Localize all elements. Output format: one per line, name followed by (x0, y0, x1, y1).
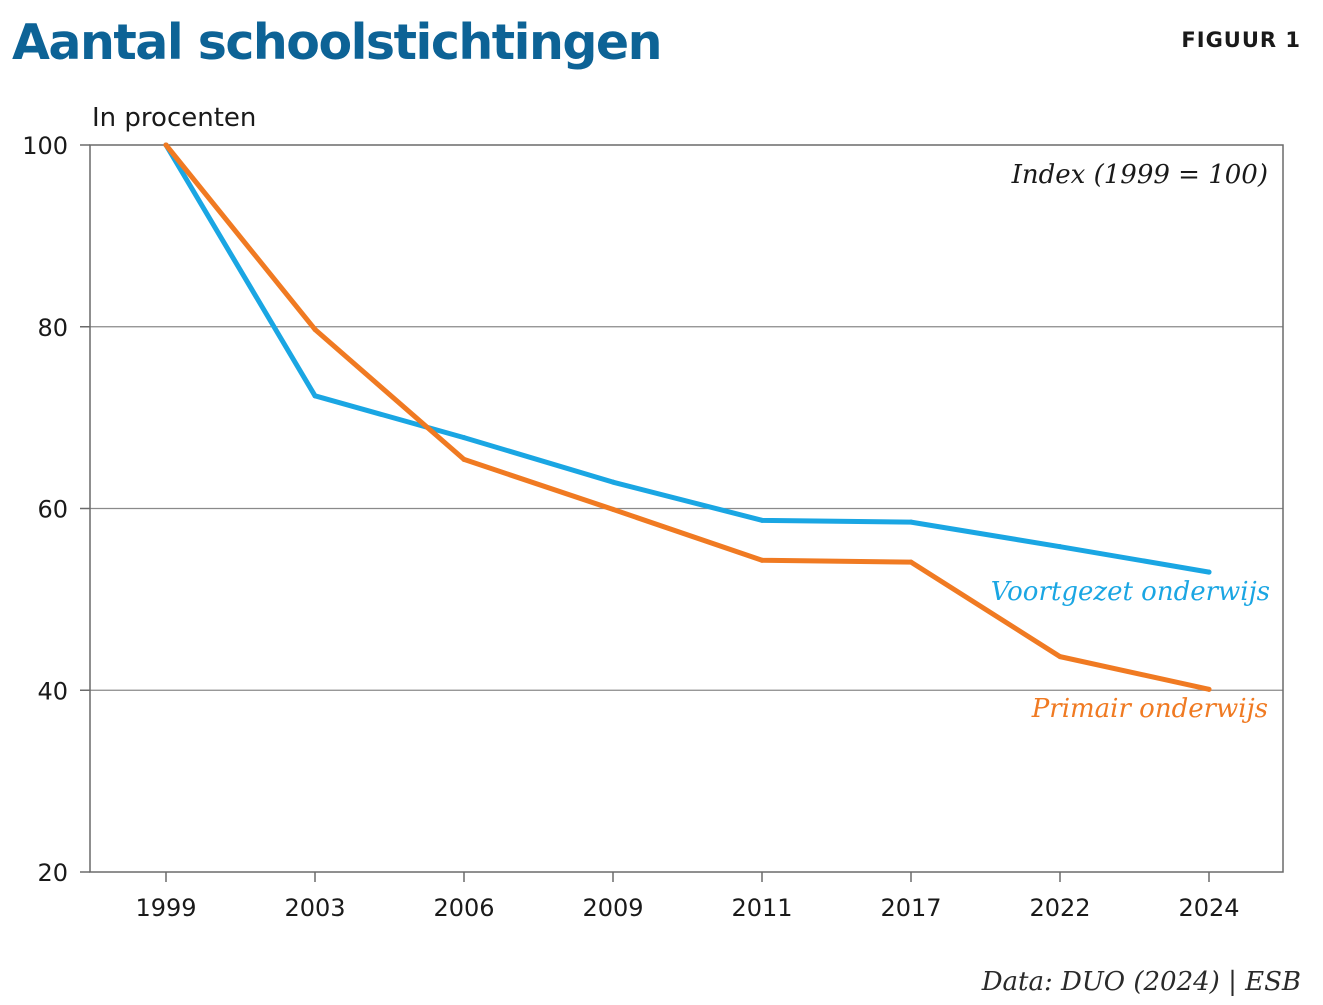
x-tick-label-2024: 2024 (1178, 894, 1239, 922)
data-point-voortgezet-onderwijs-2017 (908, 519, 914, 525)
series-line-primair-onderwijs (163, 142, 1212, 692)
series-lines (163, 142, 1212, 692)
chart-title: Aantal schoolstichtingen (12, 14, 663, 71)
source-note: Data: DUO (2024) | ESB (981, 967, 1301, 997)
data-point-voortgezet-onderwijs-2006 (461, 435, 467, 441)
data-point-primair-onderwijs-2022 (1057, 654, 1063, 660)
x-tick-label-2011: 2011 (731, 894, 792, 922)
data-point-voortgezet-onderwijs-2009 (610, 479, 616, 485)
data-point-primair-onderwijs-2003 (312, 326, 318, 332)
data-point-primair-onderwijs-1999 (163, 142, 169, 148)
data-point-primair-onderwijs-2024 (1206, 686, 1212, 692)
data-point-voortgezet-onderwijs-2024 (1206, 569, 1212, 575)
y-tick-label-100: 100 (22, 132, 68, 160)
series-label-voortgezet: Voortgezet onderwijs (991, 577, 1270, 607)
data-point-voortgezet-onderwijs-2011 (759, 517, 765, 523)
axis-ticks: 20 40 60 80 100 1999 2003 2006 2009 2011 2017 2022 2… (22, 132, 1239, 922)
x-tick-label-2006: 2006 (433, 894, 494, 922)
x-tick-label-2022: 2022 (1029, 894, 1090, 922)
y-axis-label: In procenten (92, 103, 256, 133)
x-tick-label-2017: 2017 (880, 894, 941, 922)
series-label-primair: Primair onderwijs (1031, 694, 1268, 724)
index-annotation: Index (1999 = 100) (1011, 160, 1268, 190)
data-point-voortgezet-onderwijs-2022 (1057, 544, 1063, 550)
data-point-primair-onderwijs-2006 (461, 456, 467, 462)
figure-label: FIGUUR 1 (1181, 28, 1301, 52)
y-tick-label-20: 20 (37, 859, 68, 887)
y-tick-label-80: 80 (37, 314, 68, 342)
y-tick-label-60: 60 (37, 496, 68, 524)
data-point-primair-onderwijs-2017 (908, 559, 914, 565)
data-point-voortgezet-onderwijs-2003 (312, 393, 318, 399)
data-point-primair-onderwijs-2009 (610, 506, 616, 512)
data-point-primair-onderwijs-2011 (759, 557, 765, 563)
x-tick-label-2003: 2003 (284, 894, 345, 922)
series-line-voortgezet-onderwijs (163, 142, 1212, 575)
grid-lines (90, 326, 1283, 691)
x-tick-label-2009: 2009 (582, 894, 643, 922)
x-tick-label-1999: 1999 (135, 894, 196, 922)
y-tick-label-40: 40 (37, 677, 68, 705)
